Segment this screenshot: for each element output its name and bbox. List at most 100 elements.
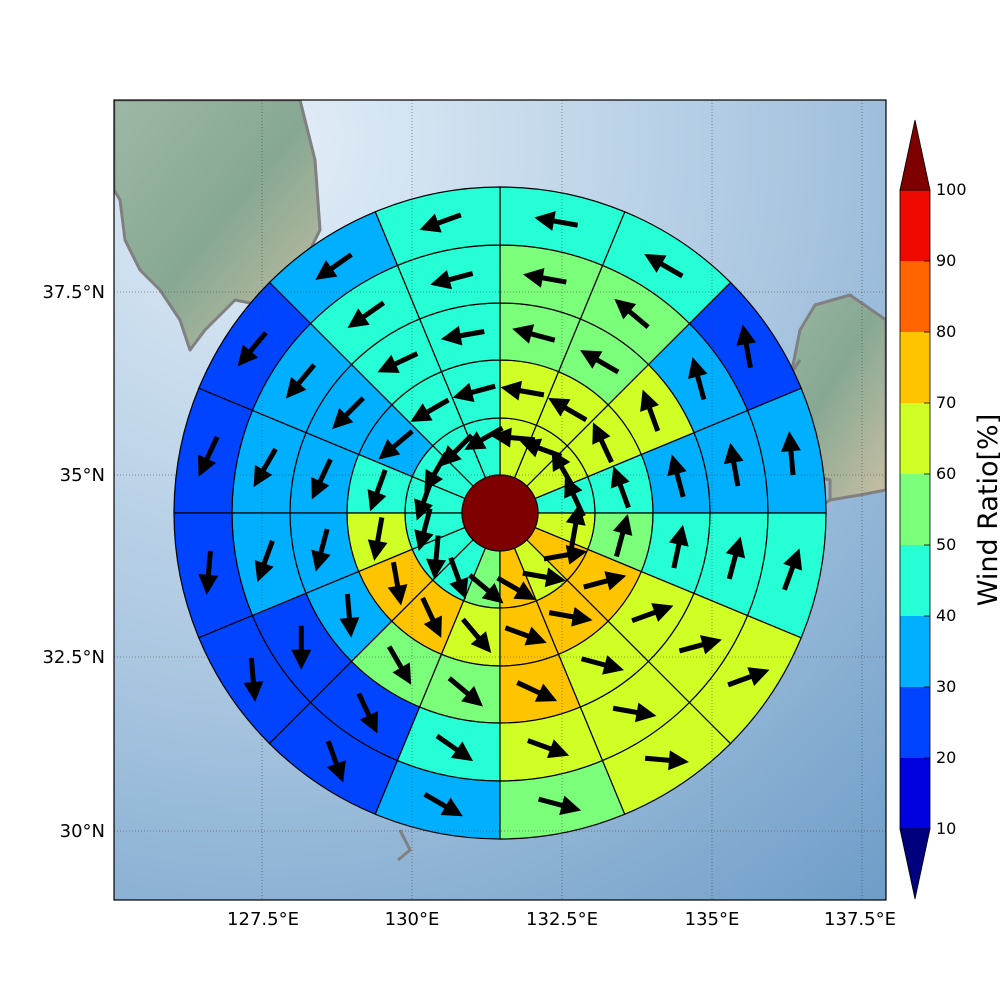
- colorbar-tick-label: 80: [936, 322, 956, 341]
- wind-arrow: [512, 324, 556, 344]
- wind-arrow: [516, 680, 558, 702]
- wind-arrow: [367, 469, 388, 512]
- wind-arrow: [435, 733, 474, 762]
- x-tick-label: 132.5°E: [526, 909, 598, 930]
- x-axis-tick-labels: 127.5°E 130°E 132.5°E 135°E 137.5°E: [227, 909, 896, 930]
- wind-arrow: [612, 702, 657, 723]
- wind-arrow: [519, 438, 563, 459]
- wind-arrow: [311, 528, 331, 572]
- colorbar-tick-label: 10: [936, 819, 956, 838]
- wind-arrow: [448, 556, 469, 600]
- wind-arrow: [678, 635, 722, 655]
- wind-arrow: [548, 397, 588, 423]
- wind-arrow: [452, 382, 496, 403]
- colorbar-tick-label: 90: [936, 251, 956, 270]
- wind-arrow: [614, 298, 650, 330]
- colorbar-segment: [900, 261, 930, 332]
- wind-arrow: [580, 350, 620, 375]
- wind-arrow: [468, 573, 504, 604]
- wind-arrow: [688, 357, 708, 401]
- wind-arrow: [253, 447, 278, 488]
- polar-wind-grid: [173, 186, 827, 840]
- wind-arrow: [440, 325, 485, 346]
- colorbar-tick-label: 30: [936, 677, 956, 696]
- colorbar-extend-max: [899, 119, 931, 191]
- polar-sector-cell: [746, 512, 827, 639]
- wind-arrow: [464, 425, 504, 450]
- wind-arrow: [631, 603, 674, 624]
- wind-arrow: [522, 268, 567, 288]
- colorbar-frame: [899, 189, 931, 830]
- wind-arrow: [426, 535, 447, 580]
- wind-arrow: [534, 211, 579, 231]
- wind-arrow: [504, 625, 547, 646]
- wind-arrow: [291, 625, 312, 670]
- colorbar-tick-label: 70: [936, 393, 956, 412]
- wind-arrow: [311, 458, 333, 500]
- colorbar-tick-label: 100: [936, 180, 967, 199]
- wind-arrow: [386, 645, 412, 685]
- wind-arrow: [537, 795, 582, 815]
- y-tick-label: 30°N: [60, 821, 105, 842]
- wind-arrow: [526, 738, 570, 759]
- colorbar-tick-label: 20: [936, 748, 956, 767]
- wind-arrow: [667, 454, 687, 498]
- y-tick-label: 37.5°N: [42, 282, 105, 303]
- colorbar-segment: [900, 616, 930, 687]
- wind-arrow: [727, 667, 770, 688]
- x-tick-label: 135°E: [685, 909, 740, 930]
- colorbar-extend-min: [899, 828, 931, 900]
- wind-arrow: [285, 363, 317, 399]
- wind-arrow: [612, 514, 633, 558]
- colorbar-tick-label: 60: [936, 464, 956, 483]
- wind-arrows: [197, 211, 803, 817]
- map-gridlines: [114, 100, 886, 900]
- wind-arrow: [782, 548, 803, 591]
- wind-arrow: [580, 655, 625, 675]
- colorbar-segment: [900, 758, 930, 829]
- colorbar-tick-labels: 10 20 30 40 50 60 70 80 90 100: [936, 180, 967, 838]
- wind-arrow: [339, 593, 360, 638]
- x-tick-label: 127.5°E: [227, 909, 299, 930]
- wind-arrow: [387, 561, 408, 606]
- y-tick-label: 35°N: [60, 465, 105, 486]
- wind-arrow: [610, 466, 631, 509]
- map-frame: [113, 99, 887, 901]
- wind-arrow: [500, 380, 545, 401]
- wind-arrow: [644, 254, 684, 279]
- wind-arrow: [736, 324, 757, 369]
- wind-arrow: [447, 676, 483, 707]
- colorbar-segment: [900, 190, 930, 261]
- colorbar-segment: [900, 545, 930, 616]
- colorbar-tick-label: 50: [936, 535, 956, 554]
- wind-arrow: [414, 507, 434, 552]
- wind-arrow: [356, 692, 378, 734]
- wind-arrow: [414, 478, 435, 521]
- wind-arrow: [347, 300, 386, 329]
- polar-center-cell: [461, 474, 539, 552]
- wind-arrow: [237, 331, 268, 367]
- wind-arrow: [723, 442, 744, 487]
- colorbar-segment: [900, 474, 930, 545]
- wind-arrow: [640, 389, 661, 432]
- colorbar-segment: [900, 403, 930, 474]
- colorbar-segment: [900, 332, 930, 403]
- wind-arrow: [419, 212, 462, 233]
- wind-arrow: [410, 397, 450, 422]
- wind-arrow: [543, 544, 588, 565]
- wind-arrow: [377, 351, 419, 373]
- wind-arrow: [325, 740, 346, 783]
- colorbar-tick-label: 40: [936, 606, 956, 625]
- wind-arrow: [378, 429, 414, 460]
- wind-arrow: [780, 431, 801, 476]
- y-axis-tick-labels: 37.5°N 35°N 32.5°N 30°N: [42, 282, 105, 842]
- wind-arrow: [565, 504, 586, 549]
- wind-arrow: [198, 550, 219, 595]
- wind-arrow: [197, 435, 220, 477]
- wind-arrow: [592, 422, 614, 464]
- wind-arrow: [725, 536, 746, 580]
- wind-arrow: [420, 596, 442, 638]
- wind-arrow: [367, 517, 388, 561]
- wind-arrow: [522, 567, 567, 588]
- wind-arrow: [461, 617, 492, 654]
